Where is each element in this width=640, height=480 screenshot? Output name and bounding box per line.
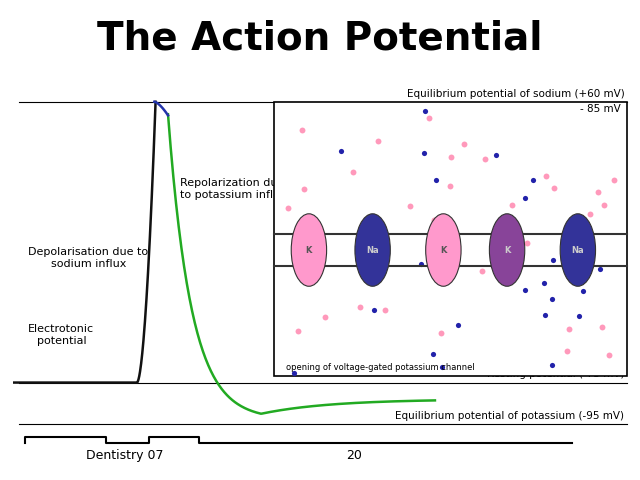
Ellipse shape xyxy=(355,214,390,286)
Text: Equilibrium potential of sodium (+60 mV): Equilibrium potential of sodium (+60 mV) xyxy=(406,89,624,99)
Point xyxy=(477,267,487,275)
Point xyxy=(548,257,558,264)
Point xyxy=(420,107,431,115)
Point xyxy=(373,137,383,145)
Point xyxy=(540,279,550,287)
Point xyxy=(492,151,502,158)
Point xyxy=(520,194,531,202)
Point xyxy=(573,312,584,320)
Text: Resting potential (-75 mV): Resting potential (-75 mV) xyxy=(487,370,624,379)
Point xyxy=(585,210,595,218)
Text: K: K xyxy=(306,246,312,254)
Point xyxy=(419,149,429,156)
Ellipse shape xyxy=(291,214,326,286)
Point xyxy=(415,260,426,268)
Text: Dentistry 07: Dentistry 07 xyxy=(86,449,163,462)
Text: 20: 20 xyxy=(346,449,362,462)
Point xyxy=(445,153,456,161)
Point xyxy=(562,348,572,355)
Point xyxy=(549,184,559,192)
Text: The Action Potential: The Action Potential xyxy=(97,19,543,57)
Point xyxy=(366,228,376,235)
Point xyxy=(604,351,614,359)
Point xyxy=(527,176,538,184)
Point xyxy=(436,329,446,336)
Point xyxy=(428,350,438,358)
Point xyxy=(584,246,595,253)
Point xyxy=(424,115,435,122)
Point xyxy=(437,363,447,371)
Point xyxy=(505,269,515,277)
Point xyxy=(506,201,516,208)
Point xyxy=(453,321,463,329)
Point xyxy=(355,303,365,311)
Point xyxy=(369,306,380,314)
Point xyxy=(432,258,442,265)
Text: - 85 mV: - 85 mV xyxy=(580,104,621,114)
Point xyxy=(445,182,456,190)
Point xyxy=(297,126,307,134)
Point xyxy=(541,172,551,180)
Point xyxy=(300,185,310,193)
Point xyxy=(609,177,619,184)
Ellipse shape xyxy=(490,214,525,286)
Text: Repolarization due
to potassium influx: Repolarization due to potassium influx xyxy=(180,178,287,200)
Point xyxy=(547,295,557,303)
Point xyxy=(458,140,468,148)
Point xyxy=(522,239,532,247)
Point xyxy=(319,313,330,321)
Text: Equilibrium potential of potassium (-95 mV): Equilibrium potential of potassium (-95 … xyxy=(396,411,624,421)
Point xyxy=(292,328,303,336)
Point xyxy=(336,147,346,155)
Point xyxy=(301,224,311,231)
Text: Na: Na xyxy=(366,246,379,254)
Point xyxy=(599,201,609,209)
Text: Electrotonic
potential: Electrotonic potential xyxy=(28,324,95,346)
Text: Na: Na xyxy=(572,246,584,254)
Ellipse shape xyxy=(560,214,596,286)
Ellipse shape xyxy=(426,214,461,286)
Text: K: K xyxy=(504,246,510,254)
Point xyxy=(520,286,530,294)
Point xyxy=(479,155,490,163)
Point xyxy=(404,202,415,209)
Point xyxy=(540,311,550,319)
Point xyxy=(429,216,439,224)
Text: Depolarisation due to
sodium influx: Depolarisation due to sodium influx xyxy=(28,247,148,269)
Point xyxy=(595,265,605,273)
Point xyxy=(431,177,442,184)
Bar xyxy=(273,102,627,376)
Point xyxy=(564,325,575,333)
Point xyxy=(577,287,588,295)
Text: opening of voltage-gated potassium channel: opening of voltage-gated potassium chann… xyxy=(286,363,475,372)
Point xyxy=(597,323,607,330)
Point xyxy=(593,188,603,195)
Point xyxy=(380,306,390,314)
Point xyxy=(348,168,358,176)
Point xyxy=(547,361,557,369)
Point xyxy=(283,204,293,212)
Point xyxy=(289,370,299,377)
Text: K: K xyxy=(440,246,447,254)
